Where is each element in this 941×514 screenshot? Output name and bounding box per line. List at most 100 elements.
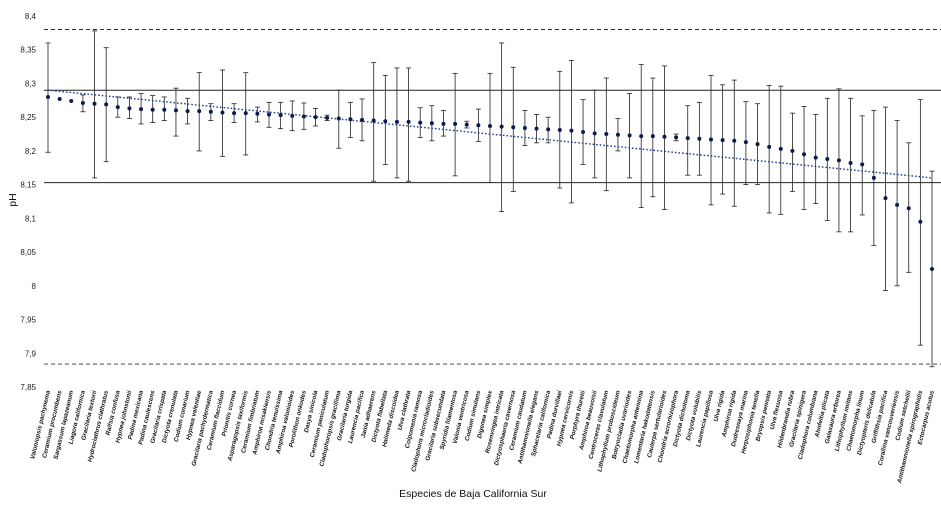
data-point xyxy=(685,136,690,141)
y-tick-label: 7,85 xyxy=(20,383,36,392)
data-point xyxy=(662,134,667,139)
data-point xyxy=(301,114,306,119)
data-point xyxy=(267,112,271,117)
data-point xyxy=(720,138,725,143)
data-point xyxy=(208,109,213,114)
data-point xyxy=(848,161,853,166)
data-point xyxy=(860,162,865,167)
data-point xyxy=(441,121,446,126)
data-point xyxy=(476,123,481,128)
data-point xyxy=(930,266,934,271)
error-bar xyxy=(766,85,772,214)
y-tick-label: 7,95 xyxy=(20,316,36,325)
error-bar xyxy=(685,105,691,176)
data-point xyxy=(813,155,818,160)
data-point xyxy=(639,134,644,139)
data-point xyxy=(232,111,237,116)
data-point xyxy=(569,128,574,133)
error-bar xyxy=(848,97,854,233)
error-bar xyxy=(406,67,412,182)
data-point xyxy=(336,116,341,121)
y-tick-label: 8,1 xyxy=(25,214,37,223)
data-point xyxy=(883,196,888,201)
y-tick-label: 8,05 xyxy=(20,248,36,257)
data-point xyxy=(522,125,527,130)
data-point xyxy=(185,109,190,114)
data-point xyxy=(790,148,795,153)
y-tick-label: 8,25 xyxy=(20,113,36,122)
data-point xyxy=(743,140,748,145)
error-bar xyxy=(801,105,807,210)
y-tick-label: 8,3 xyxy=(25,79,37,88)
data-point xyxy=(371,118,376,123)
data-point xyxy=(709,137,713,142)
data-point xyxy=(325,115,330,120)
data-point xyxy=(871,175,876,180)
data-point xyxy=(46,94,50,99)
data-point xyxy=(755,142,760,147)
data-point xyxy=(394,119,399,124)
data-point xyxy=(255,111,260,116)
x-axis-title: Especies de Baja California Sur xyxy=(399,488,547,500)
y-tick-label: 8,35 xyxy=(20,46,36,55)
trendline-group xyxy=(47,89,933,179)
data-point xyxy=(464,122,469,127)
data-point xyxy=(290,113,295,118)
data-point xyxy=(499,124,504,129)
data-point xyxy=(615,132,620,137)
data-point xyxy=(674,135,679,140)
y-tick-label: 8,2 xyxy=(25,147,37,156)
data-point xyxy=(895,202,900,207)
y-axis: 7,85 7,9 7,95 8 8,05 8,1 8,15 8,2 8,25 8,3 8,35 8,4 xyxy=(20,12,36,392)
data-point xyxy=(627,133,632,138)
data-point xyxy=(767,144,772,149)
data-point xyxy=(488,123,492,128)
data-point xyxy=(918,219,923,224)
y-axis-title: pH xyxy=(7,193,19,206)
trendline xyxy=(47,89,933,179)
data-point xyxy=(139,107,144,112)
y-tick-label: 8,15 xyxy=(20,181,36,190)
data-points xyxy=(46,94,934,271)
data-point xyxy=(243,111,248,116)
data-point xyxy=(104,102,109,107)
data-point xyxy=(825,157,830,162)
data-point xyxy=(69,98,74,103)
data-point xyxy=(581,130,586,135)
data-point xyxy=(383,119,388,124)
data-point xyxy=(162,107,167,112)
data-point xyxy=(778,146,783,151)
data-point xyxy=(57,96,62,101)
data-point xyxy=(650,134,655,139)
data-point xyxy=(278,113,283,118)
data-point xyxy=(534,126,539,131)
data-point xyxy=(348,117,353,122)
data-point xyxy=(697,136,702,141)
data-point xyxy=(453,121,458,126)
data-point xyxy=(360,117,365,122)
error-bar xyxy=(487,72,493,184)
data-point xyxy=(604,132,609,137)
data-point xyxy=(197,109,202,114)
data-point xyxy=(802,152,807,157)
y-tick-label: 8,4 xyxy=(25,12,37,21)
data-point xyxy=(173,108,178,113)
data-point xyxy=(429,121,434,126)
error-bar xyxy=(510,66,516,192)
data-point xyxy=(92,101,97,106)
data-point xyxy=(80,101,85,106)
data-point xyxy=(732,138,737,143)
y-tick-label: 7,9 xyxy=(25,349,37,358)
data-point xyxy=(406,119,411,124)
data-point xyxy=(115,105,120,110)
data-point xyxy=(546,127,551,132)
data-point xyxy=(127,106,132,111)
data-point xyxy=(220,110,225,115)
y-tick-label: 8 xyxy=(32,282,37,291)
data-point xyxy=(906,206,911,211)
data-point xyxy=(150,107,155,112)
error-bar xyxy=(731,79,737,207)
